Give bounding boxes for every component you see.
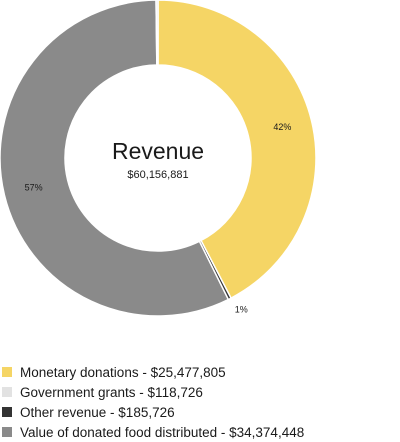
donut-svg: 42% 1% 57%	[0, 0, 317, 317]
legend-label: Other revenue - $185,726	[20, 404, 175, 420]
legend-swatch	[2, 427, 12, 437]
legend-label: Government grants - $118,726	[20, 384, 203, 400]
legend-swatch	[2, 387, 12, 397]
legend-item-food: Value of donated food distributed - $34,…	[2, 422, 304, 442]
legend-item-government: Government grants - $118,726	[2, 382, 304, 402]
legend-label: Value of donated food distributed - $34,…	[20, 424, 305, 440]
slice-percent-label: 42%	[273, 122, 291, 132]
donut-slice	[0, 0, 230, 317]
slice-percent-label: 1%	[235, 304, 248, 314]
legend-label: Monetary donations - $25,477,805	[20, 364, 226, 380]
legend-swatch	[2, 407, 12, 417]
center-title: Revenue	[111, 138, 205, 164]
donut-slice	[155, 0, 159, 66]
legend-item-monetary: Monetary donations - $25,477,805	[2, 362, 304, 382]
donut-chart: 42% 1% 57% Revenue $60,156,881	[0, 0, 317, 317]
legend-item-other: Other revenue - $185,726	[2, 402, 304, 422]
legend: Monetary donations - $25,477,805 Governm…	[2, 362, 304, 442]
center-total: $60,156,881	[127, 169, 189, 181]
legend-swatch	[2, 367, 12, 377]
donut-slice	[157, 0, 317, 300]
slice-percent-label: 57%	[25, 182, 43, 192]
